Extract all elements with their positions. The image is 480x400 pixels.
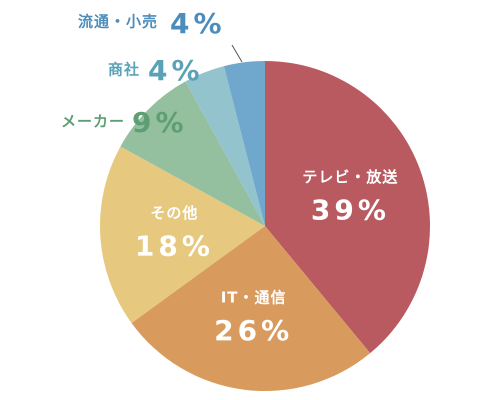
pie-slice: [223, 61, 265, 226]
pie-slice: [131, 226, 371, 391]
slice-name: 流通・小売: [78, 13, 158, 31]
value-label: 18%: [135, 230, 214, 263]
value-label: 39%: [311, 193, 390, 226]
slice-name: IT・通信: [221, 289, 287, 307]
slice-name: その他: [150, 204, 198, 222]
slice-name: テレビ・放送: [302, 168, 398, 186]
slice-name: 商社: [108, 61, 140, 79]
value-label: 9%: [132, 106, 188, 139]
pie-slice: [120, 81, 266, 227]
pie-slice: [100, 146, 266, 323]
leader-line: [231, 44, 243, 63]
value-label: 4%: [148, 54, 204, 87]
pie-slice: [265, 61, 430, 354]
slice-name: メーカー: [61, 113, 125, 131]
value-label: 26%: [214, 314, 293, 347]
pie-slice: [185, 66, 265, 226]
value-label: 4%: [170, 7, 226, 40]
